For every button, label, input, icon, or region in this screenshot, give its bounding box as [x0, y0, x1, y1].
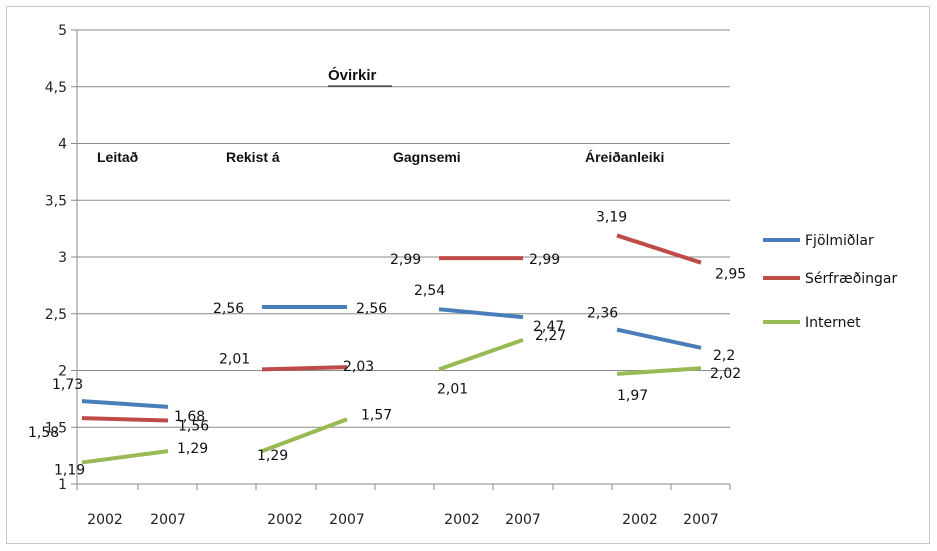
x-tick-label: 2002	[444, 512, 480, 528]
y-tick-label: 1	[58, 477, 67, 493]
series-segment	[261, 365, 348, 372]
y-tick-label: 2,5	[45, 307, 67, 323]
y-tick-label: 4,5	[45, 80, 67, 96]
data-label: 2,02	[710, 366, 741, 382]
legend-label: Fjölmiðlar	[805, 233, 874, 249]
series-segment	[438, 307, 524, 320]
x-tick-label: 2007	[329, 512, 365, 528]
x-tick-label: 2002	[622, 512, 658, 528]
x-tick-label: 2002	[87, 512, 123, 528]
data-label: 2,56	[356, 301, 387, 317]
series-segment	[616, 366, 702, 376]
y-tick-label: 1,5	[45, 420, 67, 436]
group-label: Leitað	[97, 149, 138, 165]
data-labels: 1,73 1,68 2,56 2,56 2,54 2,47 2,36 2,2 1,58 1,56 2…	[28, 209, 746, 478]
data-label: 1,29	[257, 448, 288, 464]
data-label: 1,97	[617, 388, 648, 404]
data-label: 2,99	[529, 252, 560, 268]
group-label: Áreiðanleiki	[585, 149, 664, 165]
data-label: 3,19	[596, 209, 627, 225]
y-tick-label: 4	[58, 137, 67, 153]
data-label: 2,03	[343, 359, 374, 375]
y-tick-label: 2	[58, 364, 67, 380]
legend: Fjölmiðlar Sérfræðingar Internet	[763, 233, 897, 331]
y-tick-label: 3	[58, 250, 67, 266]
data-label: 2,56	[213, 301, 244, 317]
x-tick-label: 2007	[683, 512, 719, 528]
data-label: 2,54	[414, 283, 445, 299]
data-label: 1,56	[178, 418, 209, 434]
data-label: 2,47	[533, 319, 564, 335]
gridlines	[77, 29, 730, 428]
data-label: 2,99	[390, 252, 421, 268]
group-label: Gagnsemi	[393, 149, 461, 165]
group-label: Rekist á	[226, 149, 280, 165]
axes: 1 1,5 2 2,5 3 3,5 4 4,5 5 2002 2007 2002 2007 2002 200…	[45, 23, 731, 528]
x-tick-label: 2007	[505, 512, 541, 528]
data-label: 1,19	[54, 462, 85, 478]
data-label: 2,36	[587, 306, 618, 322]
series-segment	[81, 399, 169, 409]
data-label: 1,68	[174, 409, 205, 425]
x-tick-label: 2007	[150, 512, 186, 528]
data-label: 1,29	[177, 441, 208, 457]
data-label: 2,95	[715, 267, 746, 283]
series-segment	[261, 417, 348, 453]
data-label: 2,27	[535, 328, 566, 344]
y-tick-label: 5	[58, 23, 67, 39]
data-label: 1,73	[52, 377, 83, 393]
x-tick-label: 2002	[267, 512, 303, 528]
legend-label: Internet	[805, 315, 861, 331]
series-segment	[81, 449, 169, 465]
y-tick-label: 3,5	[45, 193, 67, 209]
data-label: 1,57	[361, 407, 392, 423]
series-lines	[81, 233, 702, 465]
series-segment	[616, 327, 702, 350]
series-segment	[616, 233, 702, 265]
chart-text: Óvirkir Leitað Rekist á Gagnsemi Áreiðanlei…	[97, 66, 664, 165]
series-segment	[438, 337, 524, 372]
data-label: 2,2	[713, 348, 735, 364]
data-label: 2,01	[219, 351, 250, 367]
data-label: 1,58	[28, 425, 59, 441]
legend-label: Sérfræðingar	[805, 271, 897, 287]
series-segment	[81, 416, 169, 423]
chart-title: Óvirkir	[328, 66, 377, 84]
data-label: 2,01	[437, 381, 468, 397]
chart-frame	[6, 6, 930, 544]
